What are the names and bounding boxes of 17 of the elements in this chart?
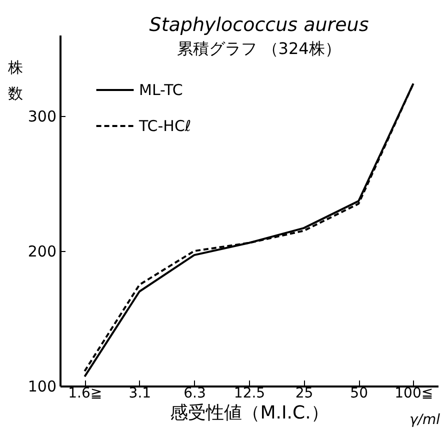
y-tick-label: 300 — [28, 108, 56, 126]
x-tick-label: 50 — [350, 386, 368, 402]
x-tick-label: 3.1 — [128, 386, 152, 402]
chart-title: Staphylococcus aureus — [149, 14, 369, 36]
y-axis-title: 株数 — [7, 58, 23, 102]
legend-label: ML-TC — [139, 81, 183, 99]
x-tick-label: 25 — [295, 386, 314, 402]
y-tick-label: 100 — [28, 378, 56, 396]
y-tick-label: 200 — [28, 242, 56, 260]
text: γ/ml — [409, 412, 440, 428]
chart-subtitle: 累積グラフ （324株） — [177, 39, 341, 58]
x-tick-label: 6.3 — [184, 386, 206, 402]
legend-label: TC-HCℓ — [138, 117, 192, 135]
x-axis-title: 感受性値（M.I.C.） — [170, 402, 329, 424]
x-tick-label: 12.5 — [234, 386, 266, 402]
x-tick-label: 1.6≧ — [68, 386, 102, 402]
x-tick-label: 100≦ — [394, 386, 434, 402]
